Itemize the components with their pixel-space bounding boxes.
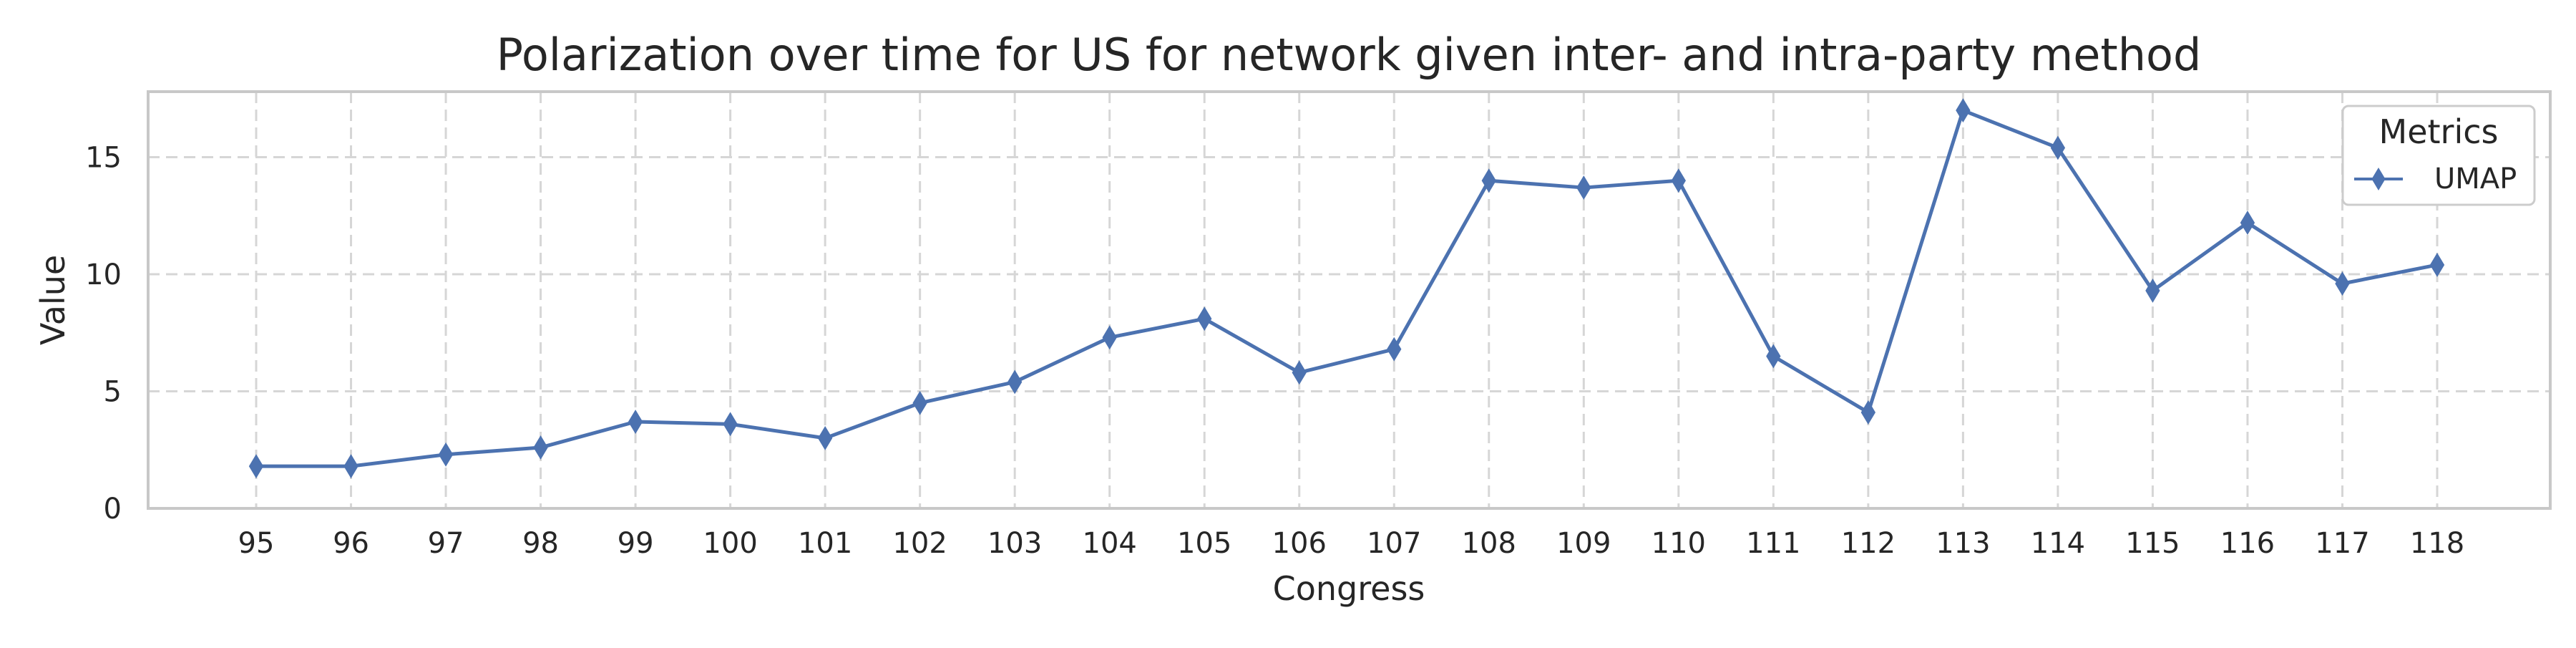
data-point [1671,168,1686,193]
data-point [2335,271,2350,296]
legend: Metrics UMAP [2341,105,2536,206]
grid [148,92,2550,508]
data-point [628,410,643,434]
legend-title: Metrics [2379,112,2499,151]
x-tick-label: 95 [238,527,275,560]
x-tick-label: 108 [1462,527,1516,560]
data-point [2429,253,2445,277]
x-tick-label: 111 [1746,527,1800,560]
x-tick-label: 99 [618,527,654,560]
series-line-umap [256,108,2438,468]
series-layer [248,98,2445,479]
x-tick-label: 114 [2031,527,2085,560]
data-point [2240,211,2255,236]
x-tick-label: 97 [428,527,464,560]
x-tick-label: 104 [1083,527,1137,560]
x-tick-labels: 95 96 97 98 99 100 101 102 103 104 105 106 107 108 109… [238,527,2465,560]
y-tick-label: 5 [104,376,122,409]
data-point [1576,175,1591,200]
data-point [1956,98,1971,123]
x-tick-label: 117 [2315,527,2369,560]
data-point [1481,168,1496,193]
x-tick-label: 109 [1556,527,1611,560]
data-point [2050,135,2066,160]
data-point [1387,337,1402,362]
x-tick-label: 100 [703,527,757,560]
x-tick-label: 112 [1841,527,1896,560]
data-point [1102,325,1117,350]
x-tick-label: 113 [1936,527,1990,560]
x-tick-label: 102 [892,527,947,560]
x-tick-label: 116 [2220,527,2275,560]
data-point [438,442,454,467]
y-tick-label: 10 [85,258,122,291]
x-tick-label: 118 [2410,527,2464,560]
data-point [723,412,738,437]
data-point [817,425,833,450]
data-point [533,435,548,460]
plot-frame [147,90,2552,510]
x-tick-label: 115 [2125,527,2180,560]
legend-marker-umap [2371,168,2386,190]
y-tick-label: 0 [104,493,122,526]
data-point [1860,400,1876,425]
chart-title: Polarization over time for US for networ… [497,29,2202,81]
data-point [912,390,927,415]
y-tick-label: 15 [85,142,122,175]
x-tick-label: 107 [1367,527,1421,560]
data-point [1197,306,1212,332]
y-axis-label: Value [34,255,72,345]
x-tick-label: 98 [522,527,559,560]
y-tick-labels: 0 5 10 15 [85,142,122,526]
data-point [248,454,264,479]
x-tick-label: 96 [333,527,369,560]
legend-label-umap: UMAP [2434,163,2517,195]
x-tick-label: 106 [1272,527,1327,560]
x-axis-label: Congress [1273,569,1425,608]
x-tick-label: 103 [987,527,1042,560]
data-point [343,454,358,479]
data-point [1766,344,1781,369]
x-tick-label: 105 [1177,527,1231,560]
x-tick-label: 110 [1652,527,1706,560]
data-point [2145,278,2160,303]
data-point [1008,369,1023,395]
data-point [1292,360,1307,385]
x-tick-label: 101 [798,527,852,560]
